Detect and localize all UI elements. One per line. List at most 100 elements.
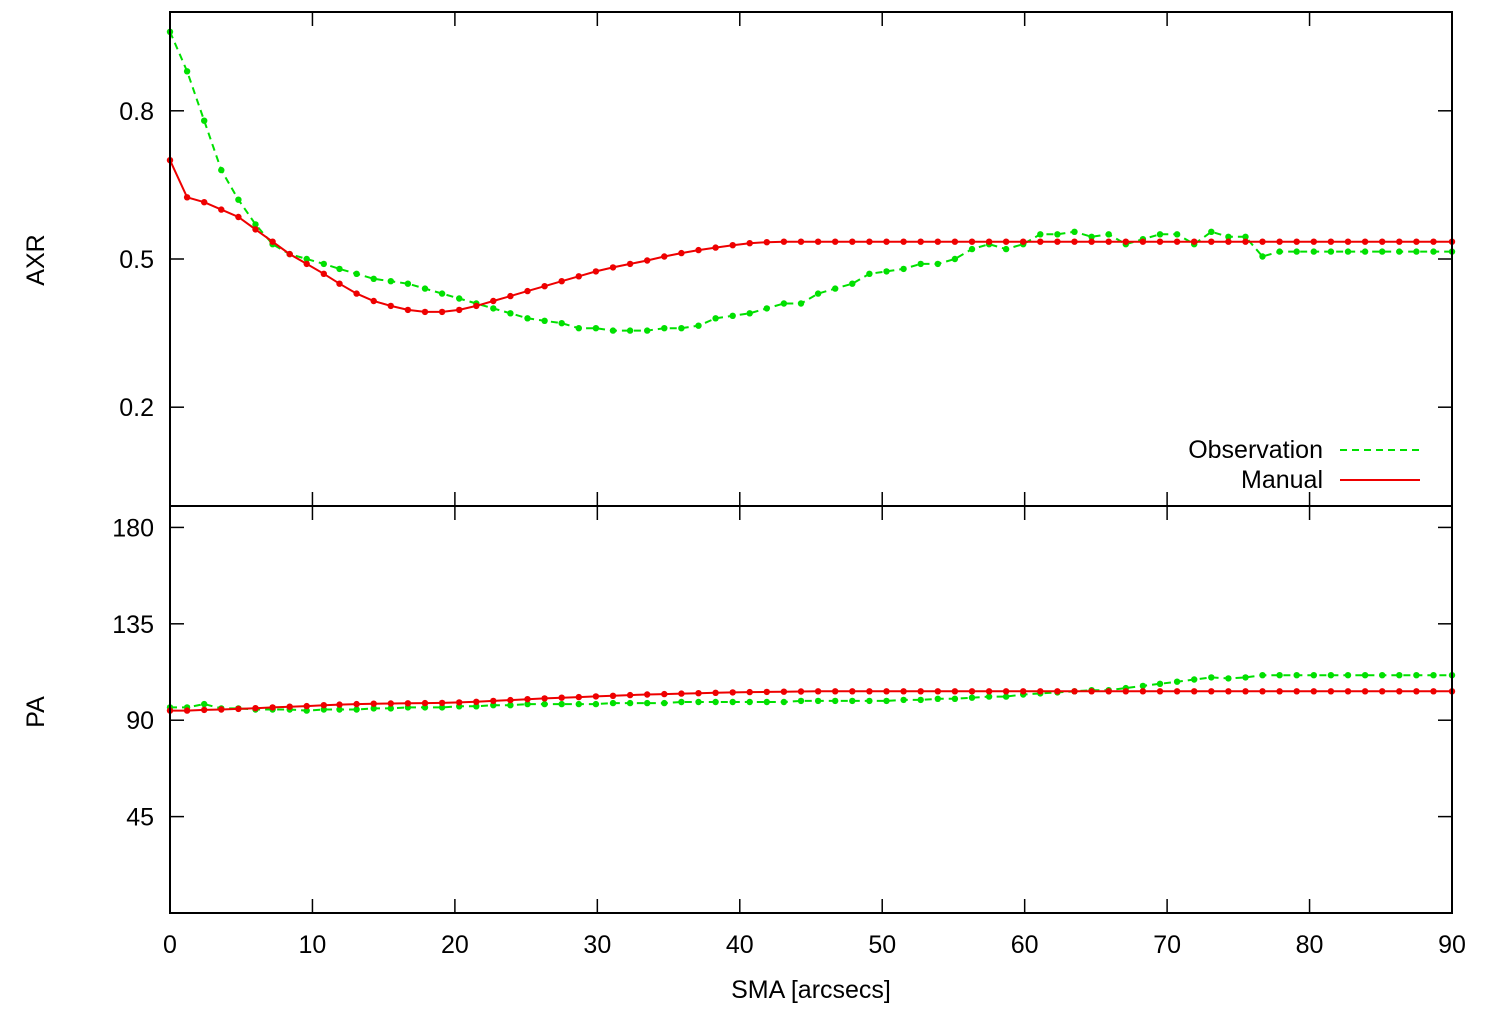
top-point-manual (951, 238, 959, 245)
top-point-observation (524, 315, 531, 322)
top-point-manual (201, 199, 208, 206)
bottom-point-manual (883, 688, 890, 695)
bottom-point-observation (780, 698, 788, 706)
top-point-manual (900, 238, 907, 245)
top-point-manual (541, 283, 548, 290)
bottom-point-observation (934, 695, 941, 702)
top-point-observation (609, 327, 617, 334)
top-point-manual (1020, 238, 1027, 245)
top-point-manual (286, 250, 293, 258)
top-point-observation (1327, 248, 1335, 255)
top-point-observation (404, 280, 412, 287)
top-point-manual (1413, 238, 1420, 245)
top-point-manual (1293, 238, 1300, 245)
top-point-manual (883, 238, 890, 245)
top-point-manual (849, 238, 856, 245)
top-point-observation (1173, 231, 1181, 238)
legend-label-manual: Manual (1241, 466, 1323, 494)
top-point-manual (1037, 238, 1044, 245)
bottom-point-manual (303, 702, 310, 710)
bottom-point-observation (1242, 674, 1249, 681)
top-point-observation (900, 265, 907, 273)
bottom-point-observation (592, 700, 600, 708)
top-point-manual (1002, 238, 1010, 245)
bottom-point-manual (712, 689, 719, 696)
top-point-observation (934, 260, 941, 268)
top-point-observation (421, 285, 429, 292)
bottom-point-manual (1088, 688, 1095, 695)
top-point-observation (387, 278, 394, 285)
top-point-observation (746, 310, 753, 317)
top-plot-frame (169, 11, 1453, 507)
bottom-point-observation (712, 698, 719, 706)
bottom-point-observation (1379, 672, 1386, 679)
top-point-manual (780, 238, 788, 245)
bottom-point-observation (336, 706, 343, 713)
xtick-label: 60 (1011, 931, 1039, 959)
bottom-point-manual (1430, 688, 1437, 695)
top-point-observation (1276, 248, 1283, 255)
xtick-label: 80 (1296, 931, 1324, 959)
xtick-label: 50 (868, 931, 896, 959)
top-point-manual (1310, 238, 1318, 245)
bottom-point-manual (1139, 688, 1147, 695)
bottom-point-observation (695, 698, 702, 706)
top-point-manual (1225, 238, 1232, 245)
bottom-point-observation (1259, 672, 1266, 679)
top-ytick-label: 0.5 (119, 246, 154, 274)
top-point-observation (1054, 231, 1061, 238)
bottom-point-manual (404, 700, 412, 707)
bottom-point-observation (900, 696, 907, 704)
bottom-point-manual (951, 688, 959, 695)
top-point-observation (814, 290, 822, 297)
bottom-point-manual (780, 688, 788, 695)
bottom-point-observation (524, 700, 531, 708)
top-series-line-manual (169, 159, 1452, 313)
bottom-point-manual (695, 690, 702, 697)
bottom-point-observation (644, 699, 651, 707)
bottom-point-observation (1002, 693, 1010, 700)
bottom-point-observation (1361, 672, 1369, 679)
top-point-observation (797, 300, 805, 307)
bottom-point-manual (456, 699, 463, 706)
top-point-manual (438, 308, 446, 316)
bottom-point-manual (832, 688, 839, 695)
top-point-manual (592, 268, 600, 275)
bottom-point-manual (1191, 688, 1198, 695)
top-point-manual (183, 194, 191, 201)
bottom-series-line-manual (170, 690, 1452, 712)
bottom-point-observation (763, 698, 770, 706)
bottom-series-line-observation (170, 674, 1452, 712)
top-point-manual (1105, 238, 1112, 245)
top-ticks: 0.2 0.5 0.8 (119, 12, 1453, 506)
bottom-point-manual (1071, 688, 1078, 695)
bottom-point-manual (286, 703, 293, 710)
bottom-point-observation (558, 700, 565, 708)
top-ytick-label: 0.2 (119, 394, 154, 422)
bottom-point-observation (1191, 676, 1198, 683)
bottom-point-manual (1344, 688, 1352, 695)
bottom-point-manual (797, 688, 805, 695)
xtick-label: 30 (583, 931, 611, 959)
x-axis-label: SMA [arcsecs] (731, 976, 891, 1004)
top-point-observation (320, 260, 327, 268)
bottom-point-observation (1396, 672, 1403, 679)
top-point-observation (1361, 248, 1369, 255)
xtick-label: 20 (441, 931, 469, 959)
bottom-point-manual (814, 688, 822, 695)
bottom-point-manual (387, 700, 394, 707)
legend: Observation Manual (1188, 436, 1420, 494)
top-point-observation (1088, 233, 1095, 240)
bottom-point-manual (1020, 688, 1027, 695)
top-point-observation (1413, 248, 1420, 255)
top-point-manual (575, 273, 582, 280)
top-point-observation (507, 310, 514, 317)
top-point-observation (1208, 228, 1215, 235)
top-point-manual (626, 260, 634, 268)
top-point-manual (218, 206, 225, 213)
top-point-manual (1156, 238, 1164, 245)
bottom-point-observation (1225, 675, 1232, 682)
bottom-point-observation (387, 705, 394, 712)
top-point-observation (883, 268, 890, 275)
